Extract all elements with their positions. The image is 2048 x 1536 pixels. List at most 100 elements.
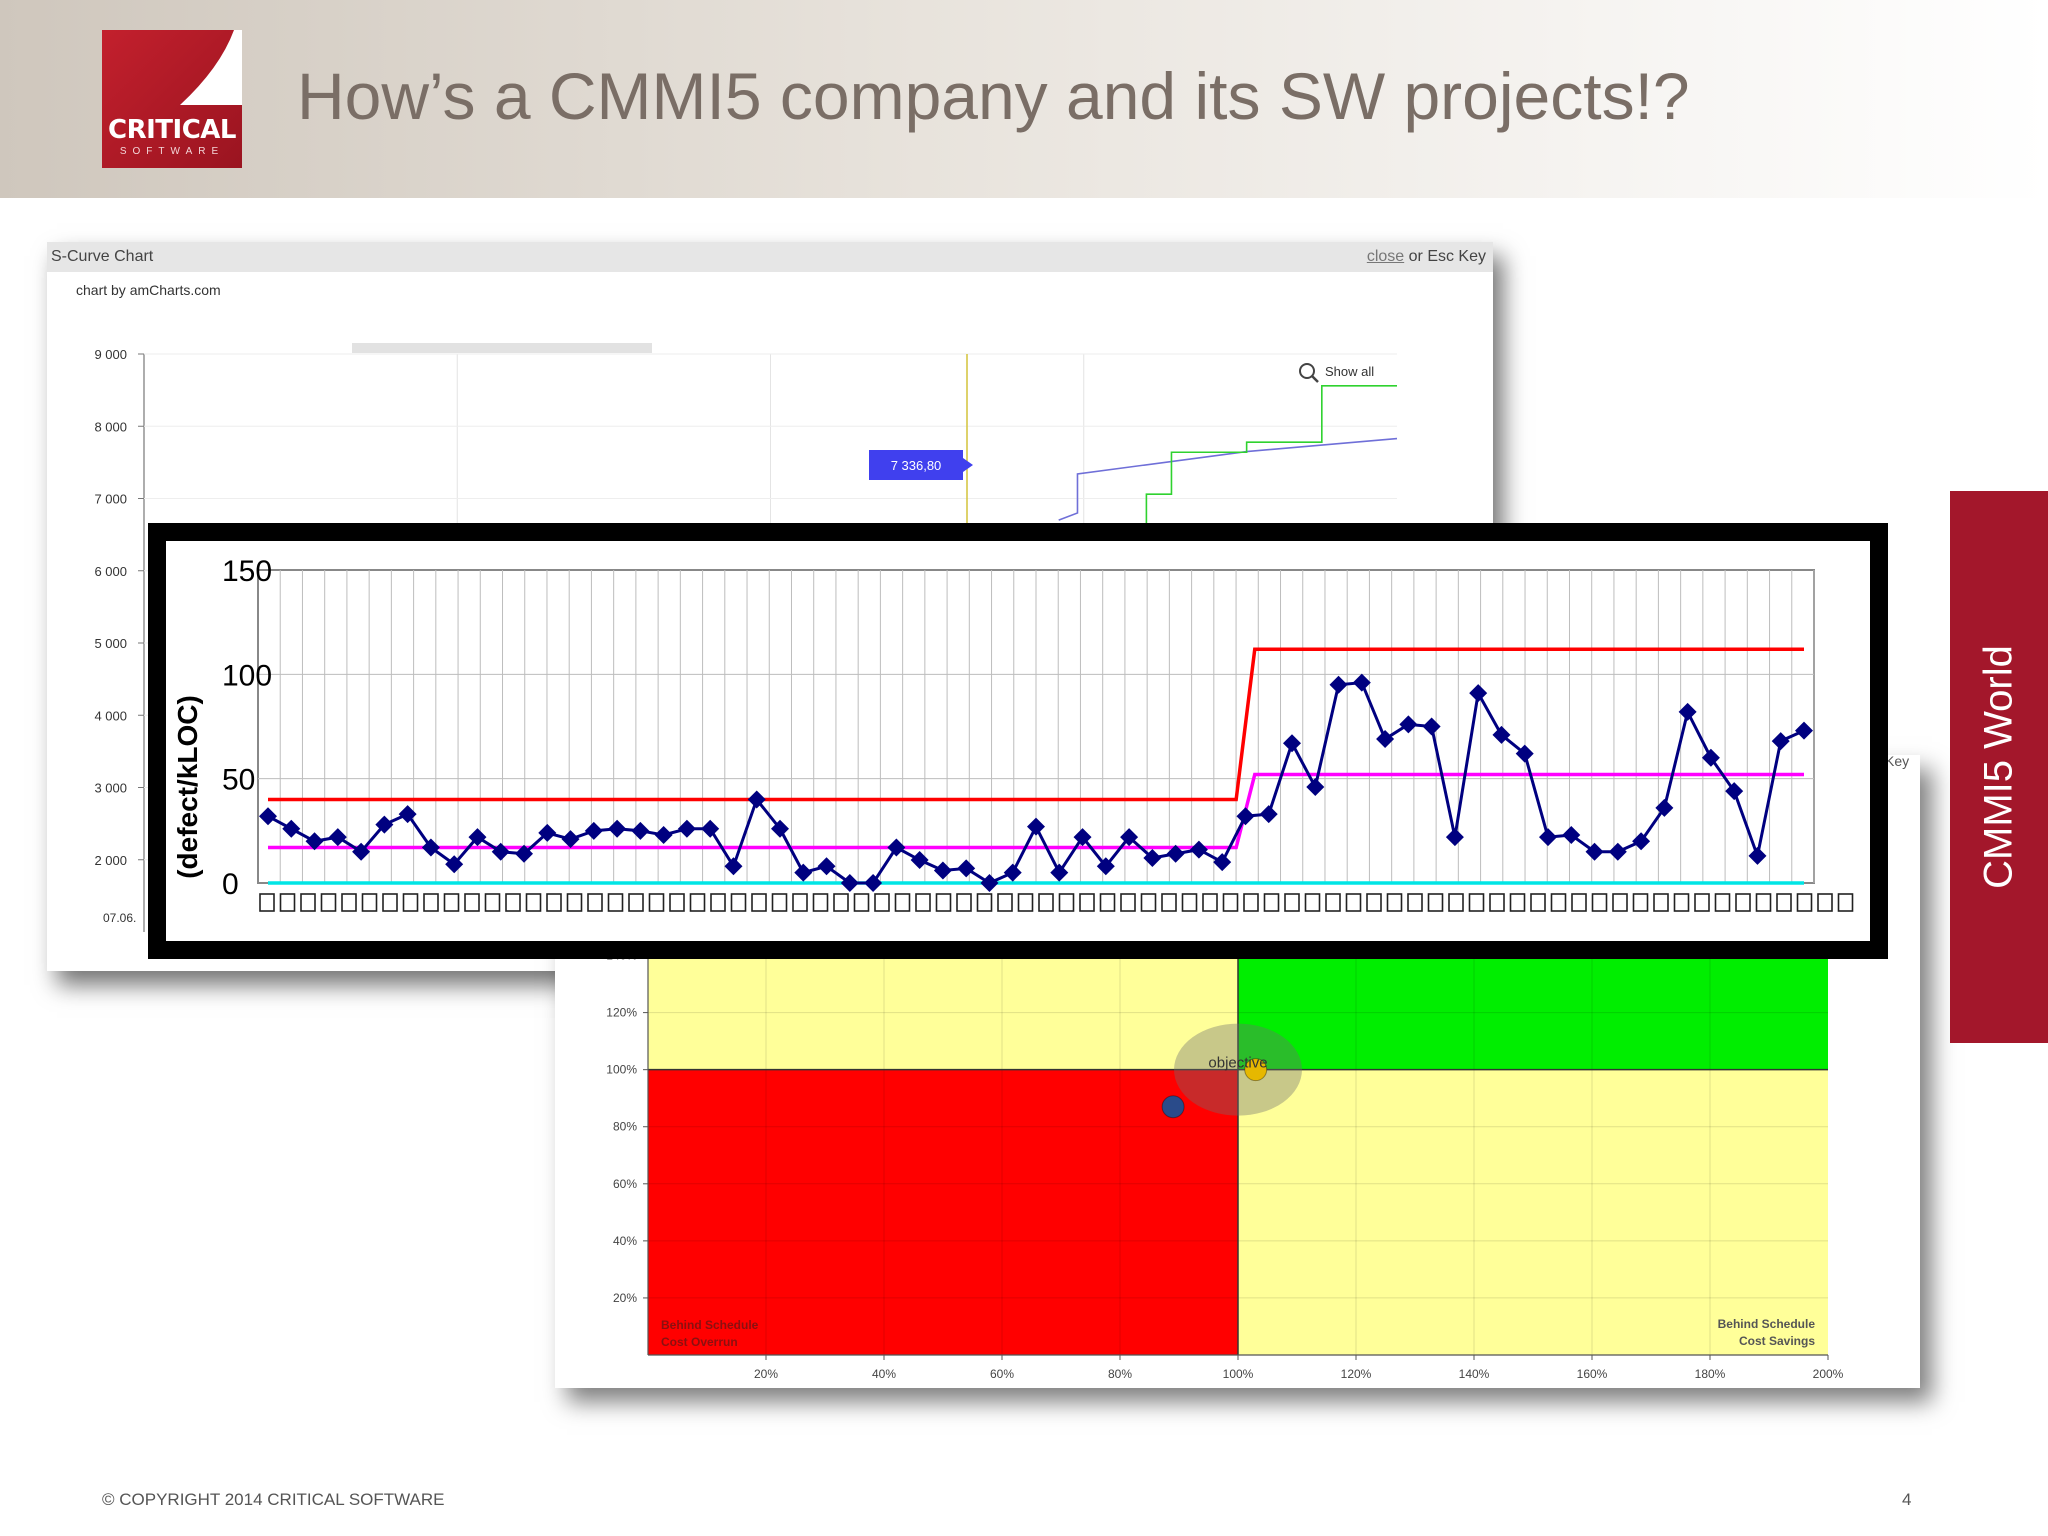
ctrl-x-tick-mark-24 — [751, 893, 767, 912]
objective-label: objective — [1208, 1055, 1267, 1072]
y-tick-label-1: 8 000 — [94, 419, 127, 434]
ctrl-data-point-59 — [1632, 832, 1651, 851]
value-tooltip-pointer — [963, 458, 973, 472]
ctrl-data-point-10 — [491, 842, 510, 861]
quadrant-bottom-left — [648, 1069, 1238, 1355]
y-tick-label-0: 9 000 — [94, 347, 127, 362]
page-number: 4 — [1902, 1490, 1912, 1509]
ctrl-data-point-45 — [1306, 778, 1325, 797]
x-start-label: 07.06. — [103, 911, 136, 925]
ctrl-x-tick-mark-55 — [1386, 893, 1403, 912]
ctrl-x-tick-mark-43 — [1140, 893, 1157, 912]
ctrl-x-tick-mark-77 — [1837, 893, 1854, 912]
ctrl-x-tick-mark-20 — [669, 893, 685, 912]
ctrl-data-point-3 — [328, 828, 347, 847]
ctrl-data-point-1 — [282, 819, 301, 838]
ctrl-data-point-57 — [1585, 842, 1604, 861]
ctrl-x-tick-mark-53 — [1345, 893, 1362, 912]
ctrl-y-tick-label-1: 100 — [222, 659, 272, 692]
ctrl-x-tick-mark-0 — [259, 893, 275, 912]
ctrl-x-tick-mark-2 — [300, 893, 316, 912]
ctrl-data-point-60 — [1655, 798, 1674, 817]
ctrl-data-point-6 — [398, 805, 417, 824]
ctrl-x-tick-mark-62 — [1530, 893, 1546, 912]
ctrl-data-point-43 — [1259, 805, 1278, 824]
ev-y-tick-label-2: 100% — [606, 1063, 637, 1077]
ctrl-data-point-21 — [747, 790, 766, 809]
ctrl-y-tick-label-2: 50 — [222, 764, 255, 797]
ctrl-y-tick-label-0: 150 — [222, 555, 272, 588]
scurve-title: S-Curve Chart — [51, 248, 154, 265]
ctrl-x-tick-mark-13 — [525, 893, 542, 912]
ctrl-x-tick-mark-22 — [710, 893, 726, 912]
ctrl-data-point-58 — [1608, 842, 1627, 861]
ctrl-x-tick-mark-16 — [587, 893, 603, 912]
ctrl-x-tick-mark-76 — [1817, 893, 1833, 912]
ctrl-x-tick-mark-73 — [1755, 893, 1772, 912]
ev-x-tick-label-1: 40% — [872, 1367, 896, 1381]
ctrl-x-tick-mark-45 — [1181, 893, 1198, 912]
close-link[interactable]: close — [1366, 248, 1405, 265]
y-tick-label-6: 3 000 — [94, 781, 127, 796]
ctrl-x-tick-mark-32 — [915, 893, 931, 912]
page-title: How’s a CMMI5 company and its SW project… — [297, 59, 1690, 133]
ctrl-x-tick-mark-61 — [1509, 893, 1526, 912]
scroll-bar-handle — [352, 343, 652, 353]
ctrl-x-tick-mark-30 — [874, 893, 890, 912]
ctrl-y-tick-label-3: 0 — [222, 868, 239, 901]
ctrl-data-point-7 — [421, 838, 440, 857]
control-chart: 150 100 50 0 (defect/kLOC) — [172, 555, 1854, 912]
ctrl-x-tick-mark-4 — [341, 893, 357, 912]
ctrl-data-point-17 — [654, 826, 673, 845]
ctrl-x-tick-mark-1 — [279, 893, 296, 912]
ev-x-tick-label-8: 180% — [1695, 1367, 1726, 1381]
ctrl-data-point-9 — [468, 828, 487, 847]
ctrl-data-point-51 — [1445, 828, 1464, 847]
ctrl-data-point-8 — [445, 855, 464, 874]
ctrl-x-tick-mark-15 — [566, 893, 583, 912]
ctrl-data-point-47 — [1352, 673, 1371, 692]
ctrl-x-tick-mark-46 — [1202, 893, 1218, 912]
zoom-icon — [1299, 363, 1315, 379]
show-all-button: Show all — [1325, 364, 1374, 379]
ctrl-x-tick-mark-25 — [771, 893, 788, 912]
ctrl-data-point-26 — [864, 874, 883, 892]
quadrant-label-br-1: Behind Schedule — [1718, 1317, 1816, 1331]
ctrl-x-tick-mark-63 — [1550, 893, 1567, 912]
ctrl-x-tick-mark-71 — [1714, 893, 1731, 912]
y-tick-label-7: 2 000 — [94, 853, 127, 868]
ctrl-x-tick-mark-54 — [1366, 893, 1382, 912]
ctrl-x-tick-mark-10 — [464, 893, 480, 912]
ev-x-tick-label-6: 140% — [1459, 1367, 1490, 1381]
ctrl-data-point-55 — [1539, 828, 1557, 847]
ctrl-data-point-2 — [305, 832, 324, 851]
ctrl-data-point-22 — [771, 819, 789, 838]
ctrl-x-tick-marks — [259, 893, 1854, 912]
ctrl-x-tick-mark-29 — [853, 893, 870, 912]
ctrl-x-tick-mark-65 — [1591, 893, 1608, 912]
ctrl-data-point-23 — [794, 863, 813, 882]
scurve-titlebar: S-Curve Chart close or Esc Key — [47, 242, 1493, 272]
ctrl-y-axis-label: (defect/kLOC) — [172, 695, 203, 879]
ctrl-data-point-38 — [1143, 848, 1162, 867]
ctrl-data-point-42 — [1236, 807, 1255, 826]
ctrl-x-tick-mark-38 — [1038, 893, 1054, 912]
ev-y-tick-label-3: 80% — [613, 1120, 637, 1134]
ctrl-data-point-53 — [1492, 725, 1511, 744]
critical-software-logo: CRITICAL SOFTWARE — [102, 30, 242, 168]
ctrl-x-tick-mark-9 — [443, 893, 460, 912]
ctrl-data-point-34 — [1050, 863, 1069, 882]
ctrl-data-point-29 — [933, 861, 952, 880]
side-tab-label: CMMI5 World — [1976, 645, 2021, 889]
ctrl-x-tick-mark-26 — [792, 893, 808, 912]
ev-x-tick-label-7: 160% — [1577, 1367, 1608, 1381]
ctrl-x-tick-mark-47 — [1222, 893, 1239, 912]
ctrl-x-tick-mark-72 — [1735, 893, 1751, 912]
ctrl-data-point-52 — [1469, 684, 1488, 703]
ctrl-data-point-36 — [1096, 857, 1115, 876]
ctrl-data-point-14 — [584, 821, 603, 840]
ctrl-data-point-41 — [1213, 853, 1232, 872]
ctrl-x-tick-mark-70 — [1694, 893, 1710, 912]
ctrl-data-point-56 — [1562, 826, 1581, 845]
ctrl-x-tick-mark-69 — [1673, 893, 1690, 912]
